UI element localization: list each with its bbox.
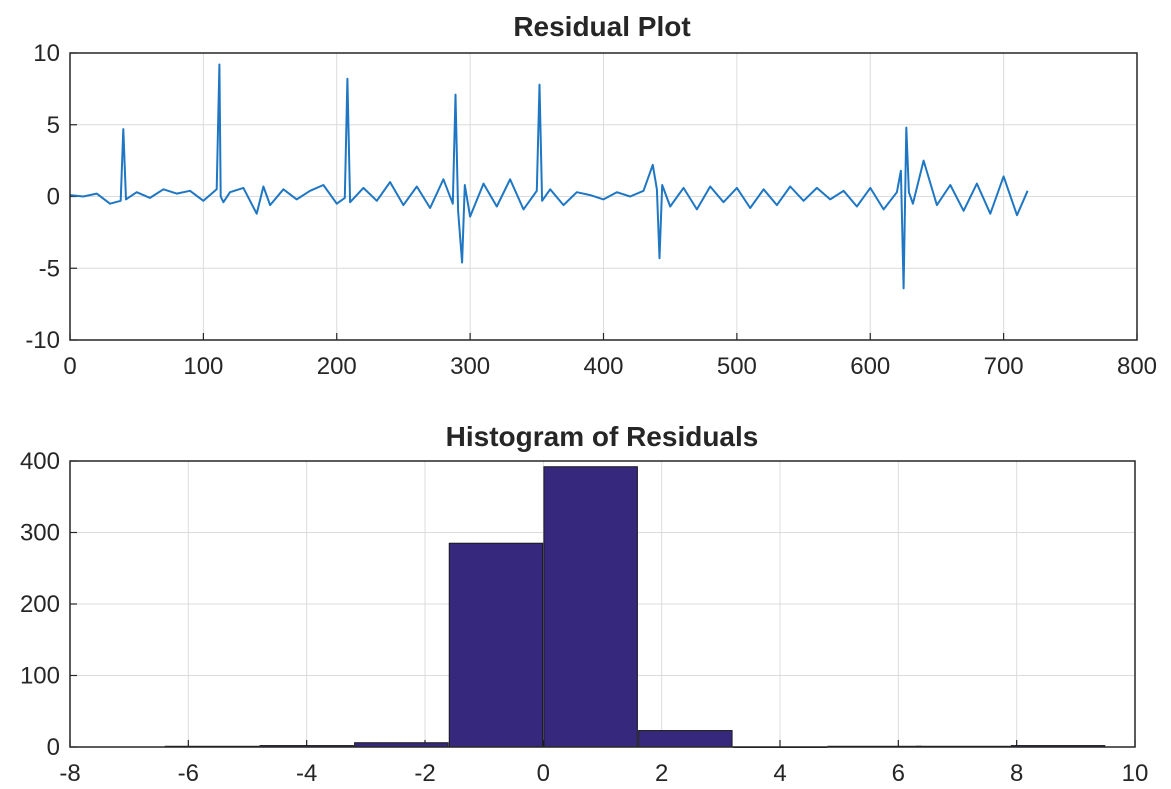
residual-series-line <box>69 63 1029 290</box>
residual-plot-y-tick-label: -5 <box>39 255 60 282</box>
residual-plot-x-tick-label: 300 <box>450 353 490 380</box>
histogram-y-tick-label: 100 <box>20 663 60 690</box>
histogram-bar <box>638 730 733 748</box>
residual-plot-x-tick-label: 200 <box>317 353 357 380</box>
histogram-x-tick-label: -6 <box>178 760 199 787</box>
histogram-x-tick-label: -2 <box>414 760 435 787</box>
residual-plot-x-tick-label: 100 <box>183 353 223 380</box>
residual-plot-x-tick-label: 800 <box>1117 353 1157 380</box>
residual-plot-y-tick-label: 5 <box>47 112 60 139</box>
residual-plot-y-tick-labels: -10 -5 0 5 10 <box>25 40 60 354</box>
residual-plot-x-tick-label: 400 <box>583 353 623 380</box>
histogram-bar <box>543 466 638 748</box>
histogram-x-tick-labels: -8 -6 -4 -2 0 2 4 6 8 10 <box>59 760 1148 787</box>
residual-plot-x-tick-label: 600 <box>850 353 890 380</box>
residual-plot-y-tick-label: 10 <box>33 40 60 67</box>
histogram-x-tick-label: -8 <box>59 760 80 787</box>
histogram-title: Histogram of Residuals <box>446 421 759 452</box>
residual-plot-title: Residual Plot <box>513 11 690 42</box>
histogram-x-tick-label: 6 <box>892 760 905 787</box>
histogram-x-tick-label: 10 <box>1122 760 1149 787</box>
residual-plot-series <box>69 63 1029 290</box>
histogram-y-tick-label: 200 <box>20 591 60 618</box>
residual-plot-x-tick-label: 700 <box>984 353 1024 380</box>
histogram-x-tick-label: 8 <box>1010 760 1023 787</box>
histogram-x-tick-label: -4 <box>296 760 317 787</box>
histogram-bar <box>448 542 544 748</box>
residual-plot-y-tick-label: -10 <box>25 327 60 354</box>
histogram-x-tick-label: 4 <box>773 760 786 787</box>
residual-plot-y-tick-label: 0 <box>47 184 60 211</box>
histogram-y-tick-labels: 0 100 200 300 400 <box>20 448 60 761</box>
histogram-y-tick-label: 0 <box>47 734 60 761</box>
residual-plot-x-tick-labels: 0 100 200 300 400 500 600 700 800 <box>63 353 1157 380</box>
histogram-bars <box>164 466 1106 748</box>
residual-plot-x-tick-label: 0 <box>63 353 76 380</box>
residual-plot-axes-box <box>69 52 1138 341</box>
residual-plot-x-tick-label: 500 <box>717 353 757 380</box>
histogram-x-tick-label: 0 <box>537 760 550 787</box>
histogram-chart: Histogram of Residuals -8 -6 -4 -2 0 2 4 6 8 10 0… <box>20 421 1148 787</box>
histogram-y-tick-label: 400 <box>20 448 60 475</box>
histogram-axes-box <box>69 460 1136 748</box>
residual-plot-chart: Residual Plot 0 100 200 300 400 500 600 700 800 … <box>25 11 1157 380</box>
histogram-y-tick-label: 300 <box>20 520 60 547</box>
histogram-x-tick-label: 2 <box>655 760 668 787</box>
